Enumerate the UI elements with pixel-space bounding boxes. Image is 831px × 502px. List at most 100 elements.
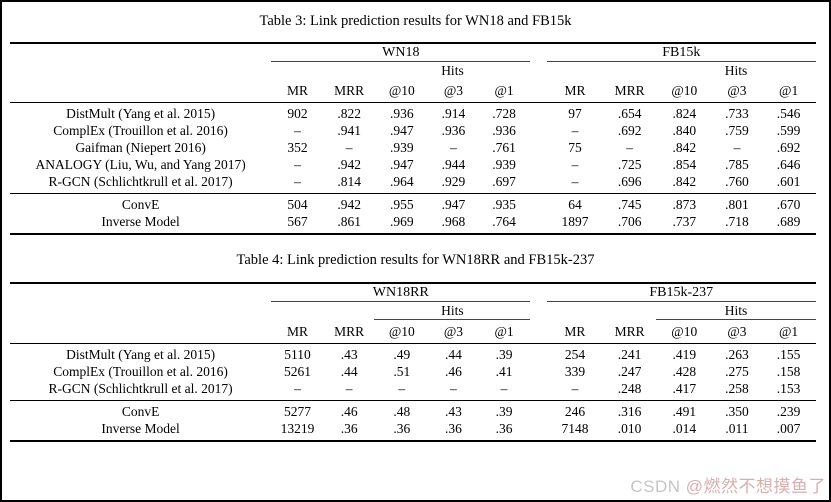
metric-value: .692 bbox=[617, 123, 642, 138]
column-header: @1 bbox=[494, 324, 514, 339]
metric-value: .41 bbox=[495, 364, 513, 379]
column-header: @1 bbox=[494, 83, 514, 98]
column-header: MR bbox=[287, 83, 309, 98]
metric-value: 254 bbox=[564, 347, 586, 362]
group-gap bbox=[530, 43, 546, 62]
metric-value: .936 bbox=[389, 106, 414, 121]
metric-value: .546 bbox=[776, 106, 801, 121]
metric-value: .428 bbox=[672, 364, 697, 379]
metric-value: .761 bbox=[492, 140, 516, 155]
column-header: @10 bbox=[388, 83, 415, 98]
metric-value: .737 bbox=[672, 214, 697, 229]
group-gap bbox=[530, 363, 546, 380]
header-spacer bbox=[547, 302, 656, 320]
metric-value: 1897 bbox=[561, 214, 589, 229]
model-name: DistMult (Yang et al. 2015) bbox=[66, 106, 216, 121]
metric-value: .49 bbox=[393, 347, 411, 362]
column-header: @3 bbox=[443, 83, 464, 98]
metric-value: .39 bbox=[495, 347, 513, 362]
metric-value: 64 bbox=[568, 197, 582, 212]
metric-value: 97 bbox=[568, 106, 582, 121]
hits-group-label: Hits bbox=[655, 301, 816, 320]
metric-value: .248 bbox=[617, 381, 642, 396]
model-name: Inverse Model bbox=[101, 421, 180, 436]
metric-value: – bbox=[345, 381, 353, 396]
metric-value: 339 bbox=[564, 364, 586, 379]
watermark-site-label: CSDN bbox=[630, 477, 686, 496]
metric-value: .942 bbox=[337, 157, 361, 172]
metric-value: .654 bbox=[617, 106, 642, 121]
header-spacer bbox=[547, 62, 656, 80]
metric-value: .275 bbox=[725, 364, 749, 379]
table-row: ConvE 5277 .46 .48 .43 .39 246 .316 .491 .350 .239 bbox=[10, 401, 816, 421]
metric-value: – bbox=[571, 381, 579, 396]
metric-value: .697 bbox=[492, 174, 516, 189]
header-spacer bbox=[271, 302, 374, 320]
metric-value: .935 bbox=[492, 197, 516, 212]
metric-value: .491 bbox=[672, 404, 697, 419]
metric-value: .733 bbox=[725, 106, 749, 121]
table-row: R-GCN (Schlichtkrull et al. 2017) – .814 .9… bbox=[10, 173, 816, 194]
metric-value: 5261 bbox=[284, 364, 312, 379]
metric-value: 352 bbox=[287, 140, 308, 155]
column-header: MRR bbox=[334, 83, 365, 98]
metric-value: .968 bbox=[441, 214, 466, 229]
metric-value: .419 bbox=[672, 347, 697, 362]
column-header: MR bbox=[564, 324, 586, 339]
model-name: Inverse Model bbox=[101, 214, 180, 229]
metric-value: .759 bbox=[725, 123, 749, 138]
metric-value: .601 bbox=[776, 174, 801, 189]
metric-value: .44 bbox=[444, 347, 462, 362]
group-gap bbox=[530, 103, 546, 123]
metric-value: .007 bbox=[776, 421, 801, 436]
group-gap bbox=[530, 79, 546, 103]
metric-value: – bbox=[294, 157, 301, 172]
column-header: @10 bbox=[388, 324, 415, 339]
metric-value: 5277 bbox=[284, 404, 312, 419]
metric-value: .241 bbox=[617, 347, 642, 362]
header-spacer bbox=[10, 320, 271, 344]
table3-caption: Table 3: Link prediction results for WN1… bbox=[259, 13, 572, 29]
metric-value: .39 bbox=[495, 404, 513, 419]
metric-value: .706 bbox=[617, 214, 642, 229]
metric-value: .941 bbox=[337, 123, 361, 138]
metric-value: – bbox=[571, 174, 579, 189]
header-spacer bbox=[10, 283, 271, 302]
metric-value: .646 bbox=[776, 157, 801, 172]
metric-value: .764 bbox=[492, 214, 516, 229]
metric-value: .247 bbox=[617, 364, 642, 379]
header-spacer bbox=[10, 79, 271, 103]
table-header: WN18 FB15k Hits Hits MR MRR @10 @3 @1 MR MRR @10 @3 @… bbox=[10, 43, 816, 103]
table-section: DistMult (Yang et al. 2015) 5110 .43 .49 .44… bbox=[10, 344, 816, 401]
metric-value: 902 bbox=[287, 106, 308, 121]
group-gap bbox=[530, 173, 546, 194]
table-row: DistMult (Yang et al. 2015) 5110 .43 .49 .44… bbox=[10, 344, 816, 364]
metric-value: – bbox=[345, 140, 353, 155]
metric-value: 567 bbox=[287, 214, 308, 229]
table-row: ANALOGY (Liu, Wu, and Yang 2017) – .942 .94… bbox=[10, 156, 816, 173]
column-header: @1 bbox=[779, 324, 799, 339]
metric-value: .36 bbox=[495, 421, 513, 436]
header-spacer bbox=[271, 62, 374, 80]
group-gap bbox=[530, 344, 546, 364]
table-section: ConvE 504 .942 .955 .947 .935 64 .745 .873 .801 .6… bbox=[10, 193, 816, 235]
table-row: Inverse Model 13219 .36 .36 .36 .36 7148 .010 .0… bbox=[10, 420, 816, 441]
hits-group-label: Hits bbox=[374, 301, 531, 320]
table-section: ConvE 5277 .46 .48 .43 .39 246 .316 .491 .350 .239… bbox=[10, 400, 816, 442]
metric-value: .011 bbox=[725, 421, 749, 436]
model-name: ConvE bbox=[121, 197, 160, 212]
metric-value: 246 bbox=[564, 404, 586, 419]
group-gap bbox=[530, 401, 546, 421]
metric-value: .725 bbox=[617, 157, 642, 172]
column-header: @10 bbox=[671, 324, 698, 339]
header-spacer bbox=[10, 43, 271, 62]
metric-value: .010 bbox=[617, 421, 642, 436]
metric-value: .263 bbox=[725, 347, 749, 362]
metric-value: .842 bbox=[672, 174, 697, 189]
metric-value: .51 bbox=[393, 364, 411, 379]
table-row: Inverse Model 567 .861 .969 .968 .764 1897 .706… bbox=[10, 213, 816, 234]
hits-group-label: Hits bbox=[441, 63, 464, 78]
column-header: MRR bbox=[614, 324, 645, 339]
metric-value: 5110 bbox=[284, 347, 311, 362]
table-header: WN18RR FB15k-237 Hits Hits MR MRR @10 @3 @1 MR MRR… bbox=[10, 283, 816, 344]
